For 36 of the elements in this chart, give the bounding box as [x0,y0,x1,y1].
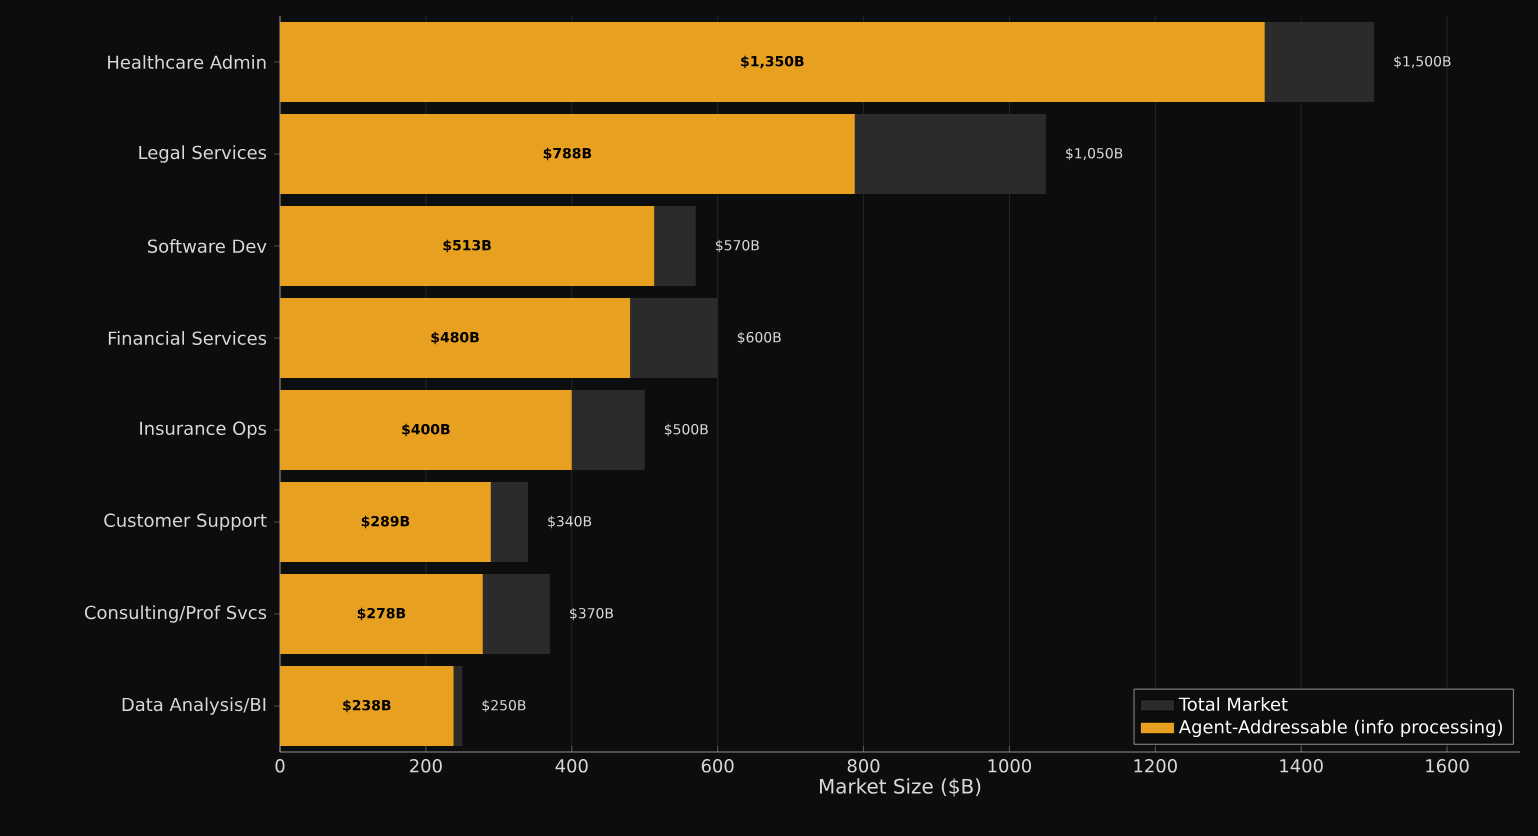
y-tick-label: Insurance Ops [140,421,267,439]
bar [280,574,483,655]
y-tick-label: Customer Support [104,513,267,531]
x-tick-label: 200 [410,759,442,773]
bar [654,206,696,287]
bar [280,114,855,195]
bar [490,482,529,563]
bar [280,482,491,563]
bar [280,298,631,379]
y-tick-label: Software Dev [147,239,267,253]
x-axis-title: Market Size ($B) [820,778,981,797]
x-tick-label: 0 [275,759,285,773]
x-tick-label: 400 [555,759,588,773]
y-tick-label: Financial Services [108,331,267,345]
x-tick-label: 1400 [1280,759,1323,773]
legend-label: Total Market [1178,697,1288,711]
legend-label: Agent-Addressable (info processing) [1178,719,1502,738]
bar [854,114,1046,195]
x-tick-label: 1600 [1426,759,1469,773]
x-tick-label: 600 [701,759,734,773]
y-tick-label: Consulting/Prof Svcs [84,605,267,623]
bar [630,298,718,379]
y-tick-label: Legal Services [139,145,267,163]
bar [280,666,454,747]
x-tick-label: 1000 [988,759,1032,773]
bar [280,206,655,287]
bar [482,574,550,655]
bar [1264,22,1375,103]
bar [571,390,645,471]
x-tick-label: 1200 [1134,759,1177,773]
y-tick-label: Healthcare Admin [108,55,266,69]
bar [280,390,572,471]
bar [280,22,1265,103]
x-tick-label: 800 [847,759,880,773]
y-tick-label: Data Analysis/BI [122,697,266,715]
bar [453,666,463,747]
